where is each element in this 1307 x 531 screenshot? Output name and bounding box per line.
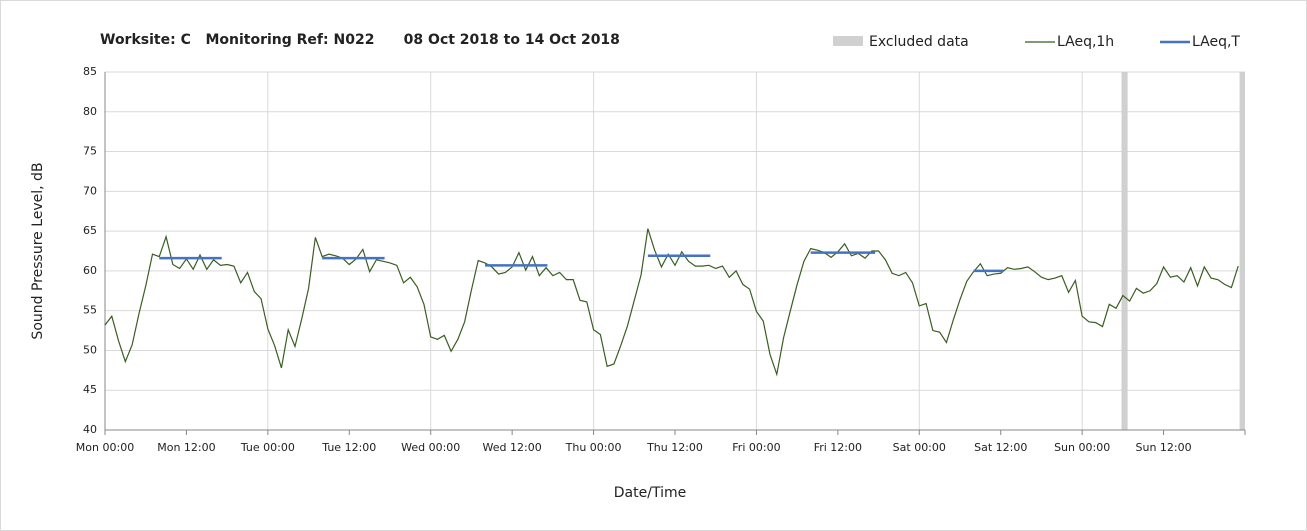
x-tick-label: Mon 12:00 xyxy=(157,441,215,454)
y-tick-label: 65 xyxy=(83,224,97,237)
y-tick-label: 50 xyxy=(83,343,97,356)
legend-label: LAeq,T xyxy=(1192,34,1240,50)
x-tick-label: Thu 12:00 xyxy=(646,441,703,454)
x-tick-label: Tue 12:00 xyxy=(321,441,376,454)
y-tick-label: 80 xyxy=(83,105,97,118)
excluded-band xyxy=(1239,72,1245,430)
excluded-band xyxy=(1121,72,1128,430)
y-tick-label: 40 xyxy=(83,423,97,436)
y-tick-label: 75 xyxy=(83,145,97,158)
y-tick-label: 55 xyxy=(83,304,97,317)
x-tick-label: Mon 00:00 xyxy=(76,441,134,454)
x-tick-label: Fri 12:00 xyxy=(814,441,862,454)
x-tick-label: Sun 12:00 xyxy=(1136,441,1192,454)
x-axis-label: Date/Time xyxy=(614,485,686,501)
y-axis-label: Sound Pressure Level, dB xyxy=(30,162,46,339)
legend-label: Excluded data xyxy=(869,34,969,50)
x-tick-label: Tue 00:00 xyxy=(240,441,295,454)
y-tick-label: 70 xyxy=(83,184,97,197)
y-tick-label: 45 xyxy=(83,383,97,396)
data-line xyxy=(104,228,1239,377)
x-tick-label: Thu 00:00 xyxy=(565,441,622,454)
legend-swatch xyxy=(833,36,863,46)
x-tick-label: Wed 12:00 xyxy=(483,441,542,454)
x-tick-label: Sat 12:00 xyxy=(974,441,1027,454)
legend-label: LAeq,1h xyxy=(1057,34,1114,50)
y-tick-label: 60 xyxy=(83,264,97,277)
chart-title: Worksite: C Monitoring Ref: N022 08 Oct … xyxy=(100,32,620,48)
x-tick-label: Sat 00:00 xyxy=(893,441,946,454)
x-tick-label: Wed 00:00 xyxy=(401,441,460,454)
y-tick-label: 85 xyxy=(83,65,97,78)
x-tick-label: Sun 00:00 xyxy=(1054,441,1110,454)
x-tick-label: Fri 00:00 xyxy=(732,441,780,454)
